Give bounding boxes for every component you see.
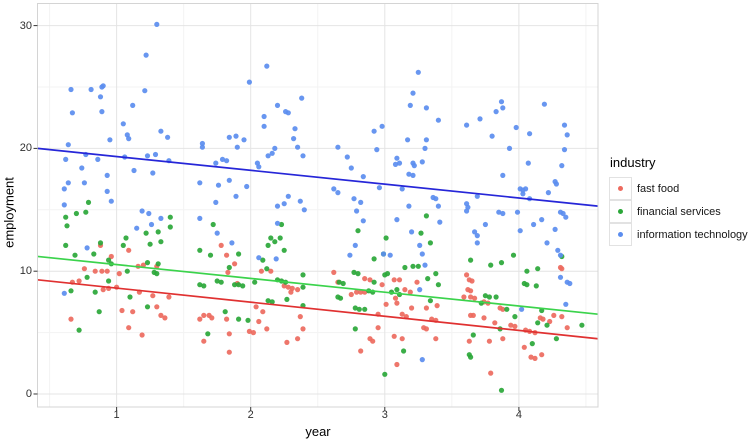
legend-item-fast-food: fast food [609,177,748,200]
x-tick-label-3: 3 [381,409,388,421]
y-tick-label-30: 30 [19,19,32,32]
y-axis-title: employment [1,177,17,248]
y-tick-label-20: 20 [19,142,32,155]
legend-item-financial-services: financial services [609,200,748,223]
x-tick-label-2: 2 [247,409,254,421]
fast-food-dot-icon [618,186,623,191]
x-tick-label-1: 1 [113,409,120,421]
y-tick-label-10: 10 [19,265,32,278]
information-technology-dot-icon [618,232,623,237]
legend-item-label: information technology [637,228,748,241]
x-axis-title: year [305,424,331,439]
legend-key-box [609,223,632,246]
legend-item-label: fast food [637,182,680,195]
legend-key-box [609,177,632,200]
legend-item-label: financial services [637,205,721,218]
legend: industry fast food financial services in… [609,155,748,246]
legend-title: industry [610,155,656,170]
financial-services-dot-icon [618,209,623,214]
y-tick-label-0: 0 [25,387,32,400]
x-tick-label-4: 4 [515,409,522,421]
legend-item-information-technology: information technology [609,223,748,246]
legend-key-box [609,200,632,223]
